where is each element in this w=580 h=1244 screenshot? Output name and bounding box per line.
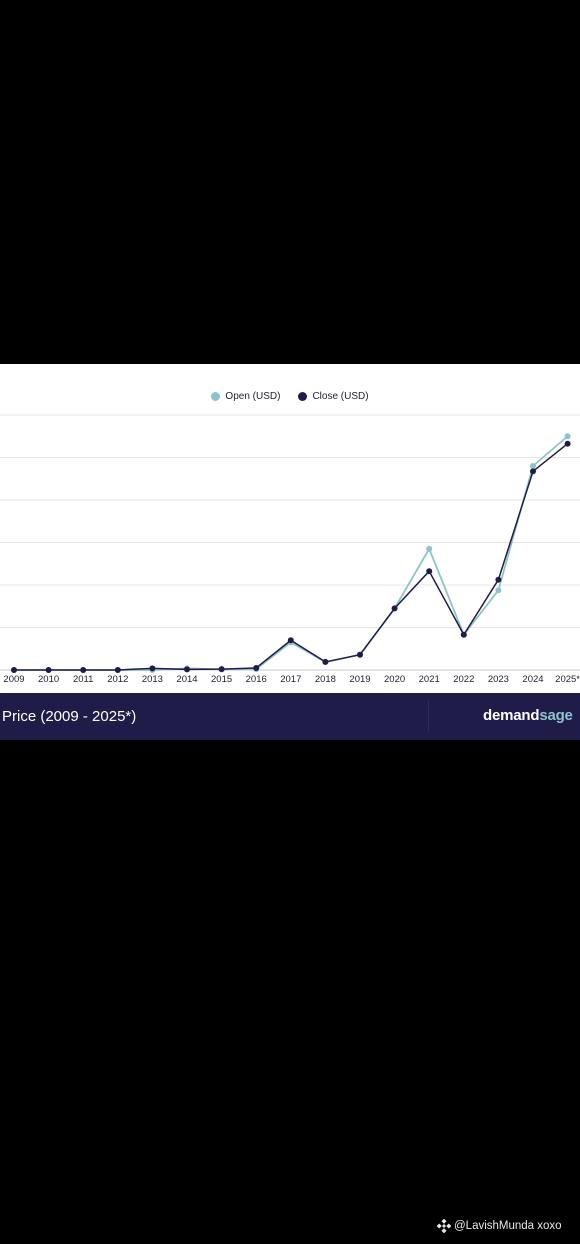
legend-item-close[interactable]: Close (USD) [298, 391, 369, 402]
x-tick-label: 2010 [38, 674, 59, 685]
legend-swatch-close [298, 392, 308, 401]
x-tick-label: 2014 [176, 674, 197, 685]
data-point-close [45, 667, 52, 673]
data-point-close [80, 666, 87, 673]
data-point-close [495, 576, 502, 583]
x-tick-label: 2015 [211, 674, 232, 685]
data-point-close [184, 666, 190, 673]
chart-footer: Price (2009 - 2025*) demandsage [0, 693, 580, 740]
data-point-close [460, 631, 467, 638]
x-tick-label: 2013 [142, 674, 163, 685]
x-tick-label: 2020 [384, 674, 405, 685]
legend-item-open[interactable]: Open (USD) [211, 391, 280, 402]
data-point-open [530, 463, 536, 469]
x-tick-label: 2012 [107, 674, 128, 685]
legend-swatch-open [211, 392, 221, 401]
x-tick-label: 2019 [349, 674, 370, 685]
x-tick-label: 2016 [246, 674, 267, 685]
x-tick-label: 2021 [419, 674, 440, 685]
data-point-close [530, 468, 536, 475]
x-tick-label: 2018 [315, 674, 336, 685]
data-point-open [564, 433, 571, 440]
data-point-close [253, 664, 260, 671]
data-point-close [391, 605, 398, 612]
series-line-open [14, 435, 569, 671]
data-point-close [114, 666, 121, 673]
data-point-open [426, 545, 433, 552]
x-tick-label: 2017 [280, 674, 301, 685]
x-tick-label: 2009 [3, 674, 24, 685]
brand-text-primary: demand [483, 707, 540, 724]
chart-title: Price (2009 - 2025*) [2, 708, 137, 725]
x-tick-label: 2025* [555, 674, 580, 685]
chart-panel: Open (USD) Close (USD) 2009 2010 2011 2012 2… [0, 364, 580, 693]
x-tick-label: 2011 [73, 674, 93, 685]
data-point-close [218, 666, 225, 673]
binance-icon [437, 1219, 451, 1233]
x-tick-label: 2023 [488, 674, 509, 685]
legend-label-open: Open (USD) [225, 391, 281, 402]
data-point-close [564, 440, 571, 447]
footer-divider [428, 701, 429, 732]
data-point-close [426, 568, 433, 575]
legend-label-close: Close (USD) [312, 391, 369, 402]
data-point-close [357, 651, 363, 658]
watermark-text: @LavishMunda xoxo [454, 1220, 562, 1232]
line-chart: 2009 2010 2011 2012 2013 2014 2015 2016 2017 2018… [0, 414, 580, 685]
x-tick-label: 2024 [522, 674, 543, 685]
series-line-close [14, 443, 569, 671]
x-tick-label: 2022 [453, 674, 474, 685]
data-point-open [495, 587, 502, 594]
data-point-close [287, 637, 294, 644]
brand-logo: demandsage [483, 707, 573, 724]
watermark: @LavishMunda xoxo [437, 1219, 562, 1233]
data-point-close [322, 658, 329, 665]
data-point-close [11, 667, 17, 673]
brand-text-accent: sage [539, 707, 573, 724]
data-point-close [149, 665, 156, 672]
chart-legend: Open (USD) Close (USD) [0, 391, 580, 402]
